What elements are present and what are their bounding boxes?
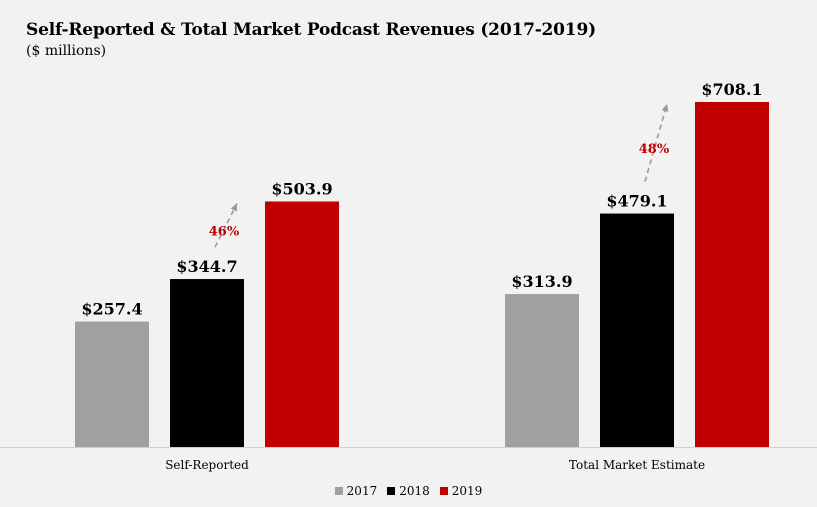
data-label-2017-0: $257.4 bbox=[81, 300, 142, 319]
chart-title: Self-Reported & Total Market Podcast Rev… bbox=[26, 20, 596, 40]
growth-arrow-head-0 bbox=[230, 203, 237, 212]
data-label-2019-1: $708.1 bbox=[701, 80, 762, 99]
data-label-2018-1: $479.1 bbox=[606, 192, 667, 211]
legend-swatch-2019 bbox=[439, 487, 448, 495]
title-block: Self-Reported & Total Market Podcast Rev… bbox=[26, 20, 596, 59]
bar-chart: $257.4 $344.7 $503.9 Self-Reported 46% $313.9… bbox=[0, 80, 817, 472]
legend-item-2018: 2018 bbox=[387, 484, 430, 498]
legend-label-2018: 2018 bbox=[399, 484, 430, 498]
bar-2017-1 bbox=[505, 294, 579, 447]
category-label-0: Self-Reported bbox=[165, 458, 249, 472]
growth-label-1: 48% bbox=[639, 142, 670, 157]
bar-2018-1 bbox=[600, 213, 674, 447]
bar-2019-1 bbox=[695, 102, 769, 447]
legend-swatch-2018 bbox=[387, 487, 396, 495]
legend-item-2019: 2019 bbox=[439, 484, 483, 498]
growth-arrow-0 bbox=[214, 203, 238, 248]
legend-label-2017: 2017 bbox=[346, 484, 378, 498]
category-label-1: Total Market Estimate bbox=[569, 458, 705, 472]
legend-swatch-2017 bbox=[334, 487, 343, 495]
growth-arrow-1 bbox=[644, 103, 668, 182]
chart-subtitle: ($ millions) bbox=[26, 43, 107, 59]
bar-2019-0 bbox=[265, 201, 339, 447]
legend-label-2019: 2019 bbox=[451, 484, 483, 498]
bar-2018-0 bbox=[170, 279, 244, 447]
growth-arrow-head-1 bbox=[661, 104, 669, 112]
growth-label-0: 46% bbox=[209, 224, 240, 239]
legend: 2017 2018 2019 bbox=[0, 484, 817, 498]
data-label-2018-0: $344.7 bbox=[176, 257, 237, 276]
bar-2017-0 bbox=[75, 321, 149, 447]
data-label-2017-1: $313.9 bbox=[511, 272, 572, 291]
legend-item-2017: 2017 bbox=[334, 484, 378, 498]
data-label-2019-0: $503.9 bbox=[271, 179, 332, 198]
